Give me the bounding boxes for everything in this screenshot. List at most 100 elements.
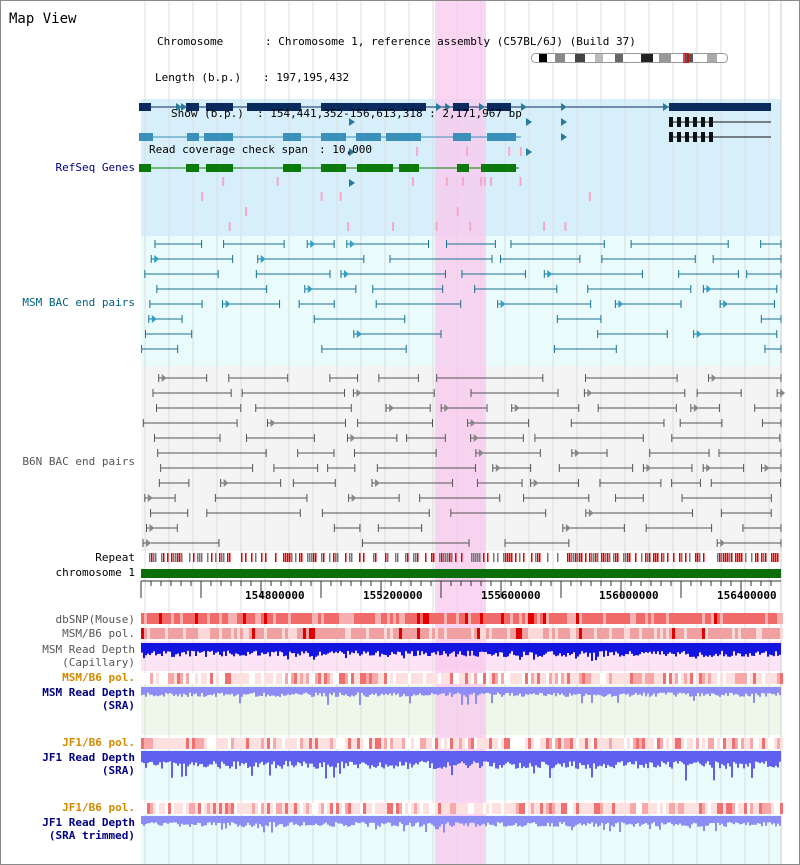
read-depth-bin bbox=[435, 816, 437, 830]
track-label-b6n-bac[interactable]: B6N BAC end pairs bbox=[22, 455, 135, 468]
read-depth-bin bbox=[253, 816, 255, 826]
polymorphism-bin bbox=[768, 673, 771, 684]
polymorphism-bin bbox=[567, 803, 570, 814]
read-depth-bin bbox=[411, 643, 413, 652]
polymorphism-bin bbox=[624, 803, 627, 814]
read-depth-bin bbox=[769, 751, 771, 767]
read-depth-bin bbox=[511, 751, 513, 765]
chromosome-ideogram[interactable] bbox=[531, 53, 729, 63]
polymorphism-bin bbox=[495, 738, 498, 749]
read-depth-bin bbox=[407, 816, 409, 825]
read-depth-bin bbox=[445, 816, 447, 824]
read-depth-bin bbox=[387, 816, 389, 823]
ideogram-position-marker[interactable] bbox=[683, 53, 689, 63]
read-depth-bin bbox=[525, 816, 527, 826]
read-depth-bin bbox=[497, 751, 499, 769]
polymorphism-bin bbox=[510, 673, 513, 684]
polymorphism-bin bbox=[285, 613, 288, 624]
read-depth-bin bbox=[735, 751, 737, 764]
read-depth-bin bbox=[485, 687, 487, 693]
polymorphism-bin bbox=[234, 803, 237, 814]
polymorphism-bin bbox=[768, 613, 771, 624]
read-depth-bin bbox=[769, 816, 771, 823]
read-depth-bin bbox=[507, 687, 509, 693]
polymorphism-bin bbox=[318, 673, 321, 684]
read-depth-bin bbox=[413, 643, 415, 657]
read-depth-bin bbox=[149, 643, 151, 656]
polymorphism-bin bbox=[432, 673, 435, 684]
polymorphism-bin bbox=[222, 628, 225, 639]
track-label-jf1-depth-sra[interactable]: JF1 Read Depth bbox=[42, 751, 135, 764]
repeat-element bbox=[667, 553, 669, 562]
read-depth-bin bbox=[175, 751, 177, 764]
track-label-refseq[interactable]: RefSeq Genes bbox=[55, 161, 135, 174]
track-label-jf1-b6-pol[interactable]: JF1/B6 pol. bbox=[62, 736, 135, 749]
read-depth-bin bbox=[625, 643, 627, 655]
read-depth-bin bbox=[289, 643, 291, 652]
polymorphism-bin bbox=[183, 673, 186, 684]
read-depth-bin bbox=[291, 687, 293, 695]
read-depth-bin bbox=[717, 751, 719, 763]
polymorphism-bin bbox=[360, 738, 363, 749]
read-depth-bin bbox=[561, 816, 563, 824]
polymorphism-bin bbox=[519, 803, 522, 814]
track-label-jf1-b6-pol-2[interactable]: JF1/B6 pol. bbox=[62, 801, 135, 814]
repeat-element bbox=[385, 553, 387, 562]
read-depth-bin bbox=[679, 687, 681, 693]
read-depth-bin bbox=[323, 751, 325, 763]
polymorphism-bin bbox=[738, 738, 741, 749]
polymorphism-bin bbox=[597, 803, 600, 814]
repeat-element bbox=[739, 553, 741, 562]
polymorphism-bin bbox=[330, 628, 333, 639]
read-depth-bin bbox=[249, 643, 251, 655]
read-depth-bin bbox=[351, 643, 353, 653]
read-depth-bin bbox=[169, 816, 171, 823]
track-label-repeat[interactable]: Repeat bbox=[95, 551, 135, 564]
polymorphism-bin bbox=[531, 673, 534, 684]
polymorphism-bin bbox=[543, 803, 546, 814]
read-depth-bin bbox=[307, 687, 309, 694]
read-depth-bin bbox=[573, 751, 575, 762]
gene-strand-arrow bbox=[526, 148, 532, 156]
polymorphism-bin bbox=[465, 803, 468, 814]
read-depth-bin bbox=[141, 643, 143, 653]
read-depth-bin bbox=[617, 751, 619, 763]
polymorphism-bin bbox=[180, 803, 183, 814]
polymorphism-bin bbox=[567, 673, 570, 684]
repeat-element bbox=[193, 553, 195, 562]
read-depth-bin bbox=[411, 751, 413, 768]
read-depth-bin bbox=[545, 751, 547, 765]
polymorphism-bin bbox=[450, 613, 453, 624]
read-depth-bin bbox=[469, 751, 471, 766]
read-depth-bin bbox=[195, 687, 197, 694]
track-label-msm-depth-sra[interactable]: MSM Read Depth bbox=[42, 686, 135, 699]
read-depth-bin bbox=[697, 751, 699, 762]
read-depth-bin bbox=[569, 751, 571, 762]
polymorphism-bin bbox=[324, 628, 327, 639]
repeat-element bbox=[479, 553, 481, 562]
read-depth-bin bbox=[633, 751, 635, 765]
read-depth-bin bbox=[715, 751, 717, 762]
read-depth-bin bbox=[775, 687, 777, 696]
polymorphism-bin bbox=[219, 628, 222, 639]
track-label-jf1-depth-trimmed[interactable]: JF1 Read Depth bbox=[42, 816, 135, 829]
track-label-msm-b6-pol[interactable]: MSM/B6 pol. bbox=[62, 627, 135, 640]
polymorphism-bin bbox=[375, 673, 378, 684]
read-depth-bin bbox=[473, 751, 475, 762]
read-depth-bin bbox=[233, 751, 235, 762]
track-label-msm-depth-capillary[interactable]: MSM Read Depth bbox=[42, 643, 135, 656]
track-label-msm-b6-pol-2[interactable]: MSM/B6 pol. bbox=[62, 671, 135, 684]
polymorphism-bin bbox=[723, 613, 726, 624]
polymorphism-bin bbox=[630, 613, 633, 624]
read-depth-bin bbox=[299, 751, 301, 764]
read-depth-bin bbox=[239, 816, 241, 826]
repeat-element bbox=[265, 553, 267, 562]
track-label-dbsnp[interactable]: dbSNP(Mouse) bbox=[55, 613, 135, 626]
polymorphism-bin bbox=[642, 738, 645, 749]
track-label-msm-bac[interactable]: MSM BAC end pairs bbox=[22, 296, 135, 309]
polymorphism-bin bbox=[453, 628, 456, 639]
read-depth-bin bbox=[475, 751, 477, 763]
repeat-element bbox=[505, 553, 507, 562]
repeat-element bbox=[307, 553, 309, 562]
